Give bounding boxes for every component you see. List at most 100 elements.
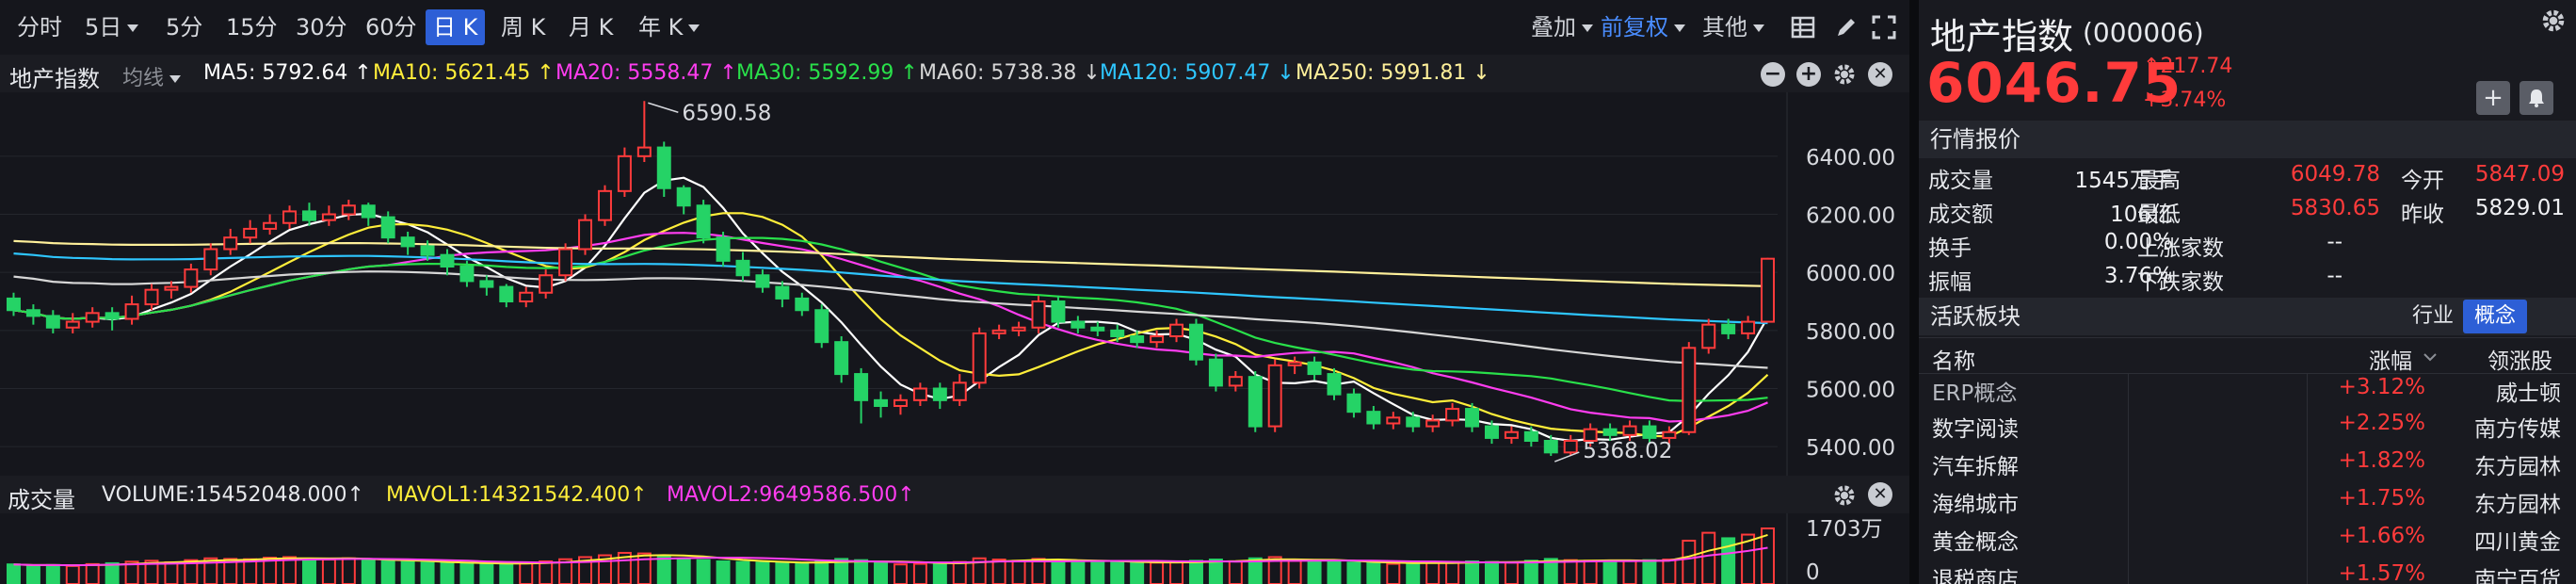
tab-15min[interactable]: 15分 — [226, 14, 278, 41]
volume-bar — [1110, 561, 1125, 584]
column-leader[interactable]: 领涨股 — [2487, 349, 2552, 374]
candle-body — [597, 189, 612, 221]
volume-bar — [1563, 559, 1578, 584]
add-watchlist-button[interactable]: + — [2476, 81, 2510, 115]
candle-body — [1563, 440, 1578, 454]
volume-bar — [420, 561, 435, 584]
tab-60min[interactable]: 60分 — [365, 14, 417, 41]
volume-bar — [263, 557, 278, 584]
volume-bar — [243, 558, 258, 584]
tab-year-k[interactable]: 年 K — [631, 9, 707, 45]
volume-bar — [1248, 557, 1263, 584]
panel-divider[interactable] — [1909, 0, 1919, 584]
price-chart[interactable]: 6400.00 6200.00 6000.00 5800.00 5600.00 5400.… — [0, 92, 1909, 476]
ma30-value: MA30: 5592.99 ↑ — [736, 61, 918, 85]
alert-bell-button[interactable] — [2520, 81, 2553, 115]
candle-body — [558, 248, 573, 277]
volume-title: 成交量 — [8, 487, 75, 513]
stat-prev-close-value: 5829.01 — [2474, 196, 2565, 220]
tab-30min[interactable]: 30分 — [296, 14, 347, 41]
volume-bar — [1051, 559, 1066, 584]
stat-high-value: 6049.78 — [2290, 162, 2380, 187]
volume-bar — [1721, 537, 1736, 584]
ma60-value: MA60: 5738.38 ↓ — [919, 61, 1101, 85]
candle-body — [1366, 411, 1381, 425]
volume-bar — [124, 560, 139, 584]
candle-body — [991, 329, 1006, 334]
volume-bar — [380, 560, 395, 584]
volume-bar — [795, 562, 810, 584]
candle-body — [1445, 408, 1460, 422]
volume-bar — [519, 561, 534, 584]
sector-name: 黄金概念 — [1932, 530, 2019, 555]
quote-section-header: 行情报价 — [1919, 121, 2576, 158]
line-type-dropdown[interactable]: 均线 — [122, 61, 181, 91]
tab-concept[interactable]: 概念 — [2463, 300, 2528, 333]
volume-bar — [1583, 560, 1598, 584]
volume-settings-icon[interactable] — [1832, 483, 1857, 508]
tab-industry[interactable]: 行业 — [2412, 304, 2455, 328]
sector-leader: 东方园林 — [2474, 455, 2561, 479]
volume-bar — [676, 558, 691, 584]
settings-icon[interactable] — [1832, 62, 1857, 87]
ma30-line — [13, 236, 1768, 402]
sector-name: 退税商店 — [1932, 568, 2019, 584]
tab-week-k[interactable]: 周 K — [501, 14, 546, 41]
pen-icon[interactable] — [1832, 13, 1860, 41]
candle-body — [1169, 323, 1184, 338]
price-axis-label: 5400.00 — [1806, 436, 1895, 461]
volume-chart[interactable]: 1703万 0 — [0, 513, 1909, 584]
close-volume-button[interactable]: ✕ — [1868, 482, 1892, 507]
tab-day-k[interactable]: 日 K — [426, 9, 486, 45]
stat-high-label: 最高 — [2137, 169, 2181, 193]
tab-5min[interactable]: 5分 — [166, 14, 203, 41]
column-change[interactable]: 涨幅 — [2369, 349, 2412, 374]
tab-5day[interactable]: 5日 — [77, 9, 146, 45]
mavol1-value: MAVOL1:14321542.400↑ — [386, 483, 648, 507]
adjust-dropdown[interactable]: 前复权 — [1601, 9, 1685, 45]
sector-change: +3.12% — [2338, 375, 2425, 399]
fullscreen-icon[interactable] — [1870, 13, 1898, 41]
price-change-value: 217.74 — [2160, 55, 2233, 78]
sort-down-icon[interactable] — [2423, 352, 2437, 362]
tab-month-k[interactable]: 月 K — [569, 14, 614, 41]
volume-bar — [1031, 558, 1046, 584]
candle-body — [1761, 257, 1776, 323]
candle-body — [1090, 326, 1105, 332]
candle-body — [1267, 364, 1282, 428]
zoom-out-button[interactable]: − — [1761, 62, 1785, 87]
sector-change: +2.25% — [2338, 411, 2425, 435]
close-indicator-button[interactable]: ✕ — [1868, 62, 1892, 87]
candle-body — [1051, 300, 1066, 323]
overlay-dropdown[interactable]: 叠加 — [1531, 9, 1593, 45]
mavol2-line — [13, 546, 1768, 567]
grid-icon[interactable] — [1789, 13, 1817, 41]
volume-bar — [361, 560, 376, 584]
candle-body — [874, 398, 889, 408]
stat-decliners-label: 下跌家数 — [2137, 270, 2224, 295]
panel-settings-icon[interactable] — [2540, 8, 2567, 34]
volume-bar — [85, 562, 100, 584]
candle-body — [1150, 335, 1165, 344]
candle-body — [932, 387, 947, 401]
volume-bar — [696, 559, 711, 584]
candle-body — [519, 291, 534, 302]
volume-bar — [1425, 561, 1441, 584]
column-name[interactable]: 名称 — [1932, 349, 1975, 374]
stat-advancers-label: 上涨家数 — [2137, 236, 2224, 261]
stat-open-value: 5847.09 — [2474, 162, 2565, 187]
ma250-value: MA250: 5991.81 ↓ — [1296, 61, 1490, 85]
volume-bar — [1622, 560, 1637, 584]
tab-intraday[interactable]: 分时 — [17, 14, 62, 41]
volume-bar — [952, 560, 967, 584]
more-dropdown[interactable]: 其他 — [1702, 9, 1764, 45]
zoom-in-button[interactable]: + — [1796, 62, 1821, 87]
sector-name: 数字阅读 — [1932, 417, 2019, 442]
candle-body — [144, 288, 159, 306]
candle-body — [380, 216, 395, 239]
stat-decliners-value: -- — [2326, 264, 2343, 288]
ma20-value: MA20: 5558.47 ↑ — [555, 61, 737, 85]
candle-body — [1721, 323, 1736, 334]
stat-volume-label: 成交量 — [1928, 169, 1993, 193]
volume-bar — [1642, 559, 1657, 584]
